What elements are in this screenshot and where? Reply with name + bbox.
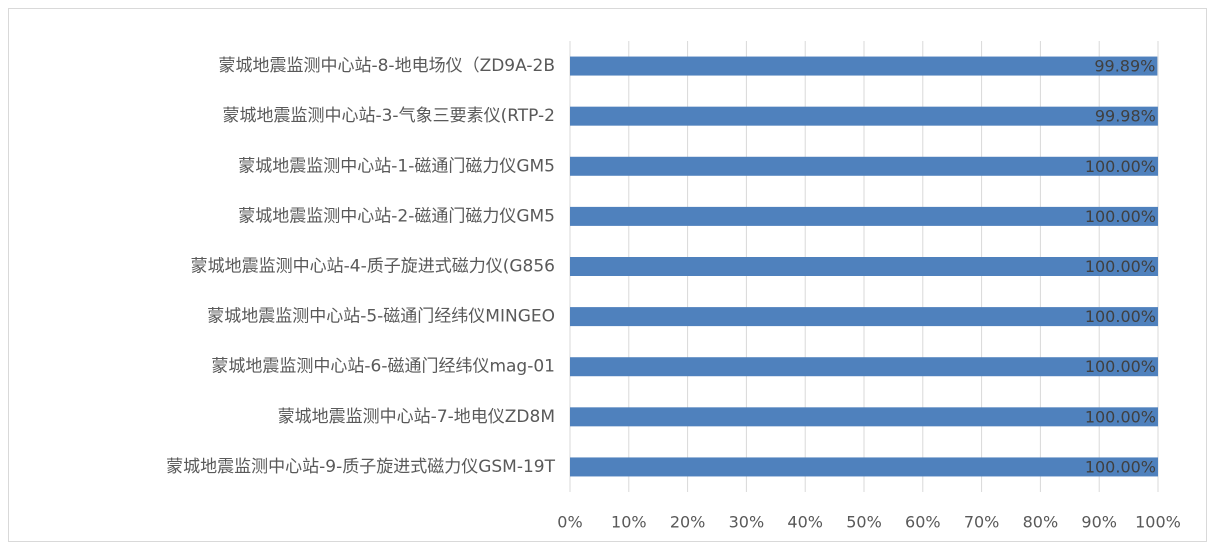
x-tick-label: 40% <box>787 513 823 532</box>
x-tick-label: 70% <box>964 513 1000 532</box>
bar <box>570 56 1158 76</box>
y-tick-label: 蒙城地震监测中心站-9-质子旋进式磁力仪GSM-19T <box>166 457 555 477</box>
y-tick-label: 蒙城地震监测中心站-6-磁通门经纬仪mag-01 <box>211 357 555 377</box>
value-label: 100.00% <box>1085 457 1156 476</box>
y-tick-label: 蒙城地震监测中心站-7-地电仪ZD8M <box>278 407 555 427</box>
x-tick-label: 50% <box>846 513 882 532</box>
x-tick-label: 20% <box>670 513 706 532</box>
y-tick-label: 蒙城地震监测中心站-5-磁通门经纬仪MINGEO <box>207 307 555 327</box>
bar <box>570 407 1158 427</box>
value-label: 100.00% <box>1085 207 1156 226</box>
y-tick-label: 蒙城地震监测中心站-4-质子旋进式磁力仪(G856 <box>191 257 555 277</box>
y-tick-label: 蒙城地震监测中心站-3-气象三要素仪(RTP-2 <box>222 106 555 126</box>
value-label: 100.00% <box>1085 257 1156 276</box>
x-tick-label: 10% <box>611 513 647 532</box>
value-label: 100.00% <box>1085 157 1156 176</box>
x-tick-label: 30% <box>729 513 765 532</box>
y-tick-label: 蒙城地震监测中心站-8-地电场仪（ZD9A-2B <box>218 56 555 76</box>
value-label: 99.89% <box>1094 57 1155 76</box>
x-tick-label: 0% <box>557 513 582 532</box>
value-label: 100.00% <box>1085 357 1156 376</box>
x-tick-label: 60% <box>905 513 941 532</box>
bar <box>570 457 1158 477</box>
x-tick-label: 100% <box>1135 513 1181 532</box>
bar <box>570 206 1158 226</box>
bar <box>570 307 1158 327</box>
value-label: 100.00% <box>1085 307 1156 326</box>
x-tick-label: 90% <box>1081 513 1117 532</box>
bar <box>570 106 1158 126</box>
bar <box>570 357 1158 377</box>
value-label: 99.98% <box>1095 107 1156 126</box>
y-tick-label: 蒙城地震监测中心站-1-磁通门磁力仪GM5 <box>238 156 555 176</box>
bar <box>570 156 1158 176</box>
bar <box>570 257 1158 276</box>
y-tick-label: 蒙城地震监测中心站-2-磁通门磁力仪GM5 <box>238 206 555 226</box>
x-tick-label: 80% <box>1023 513 1059 532</box>
value-label: 100.00% <box>1085 407 1156 426</box>
